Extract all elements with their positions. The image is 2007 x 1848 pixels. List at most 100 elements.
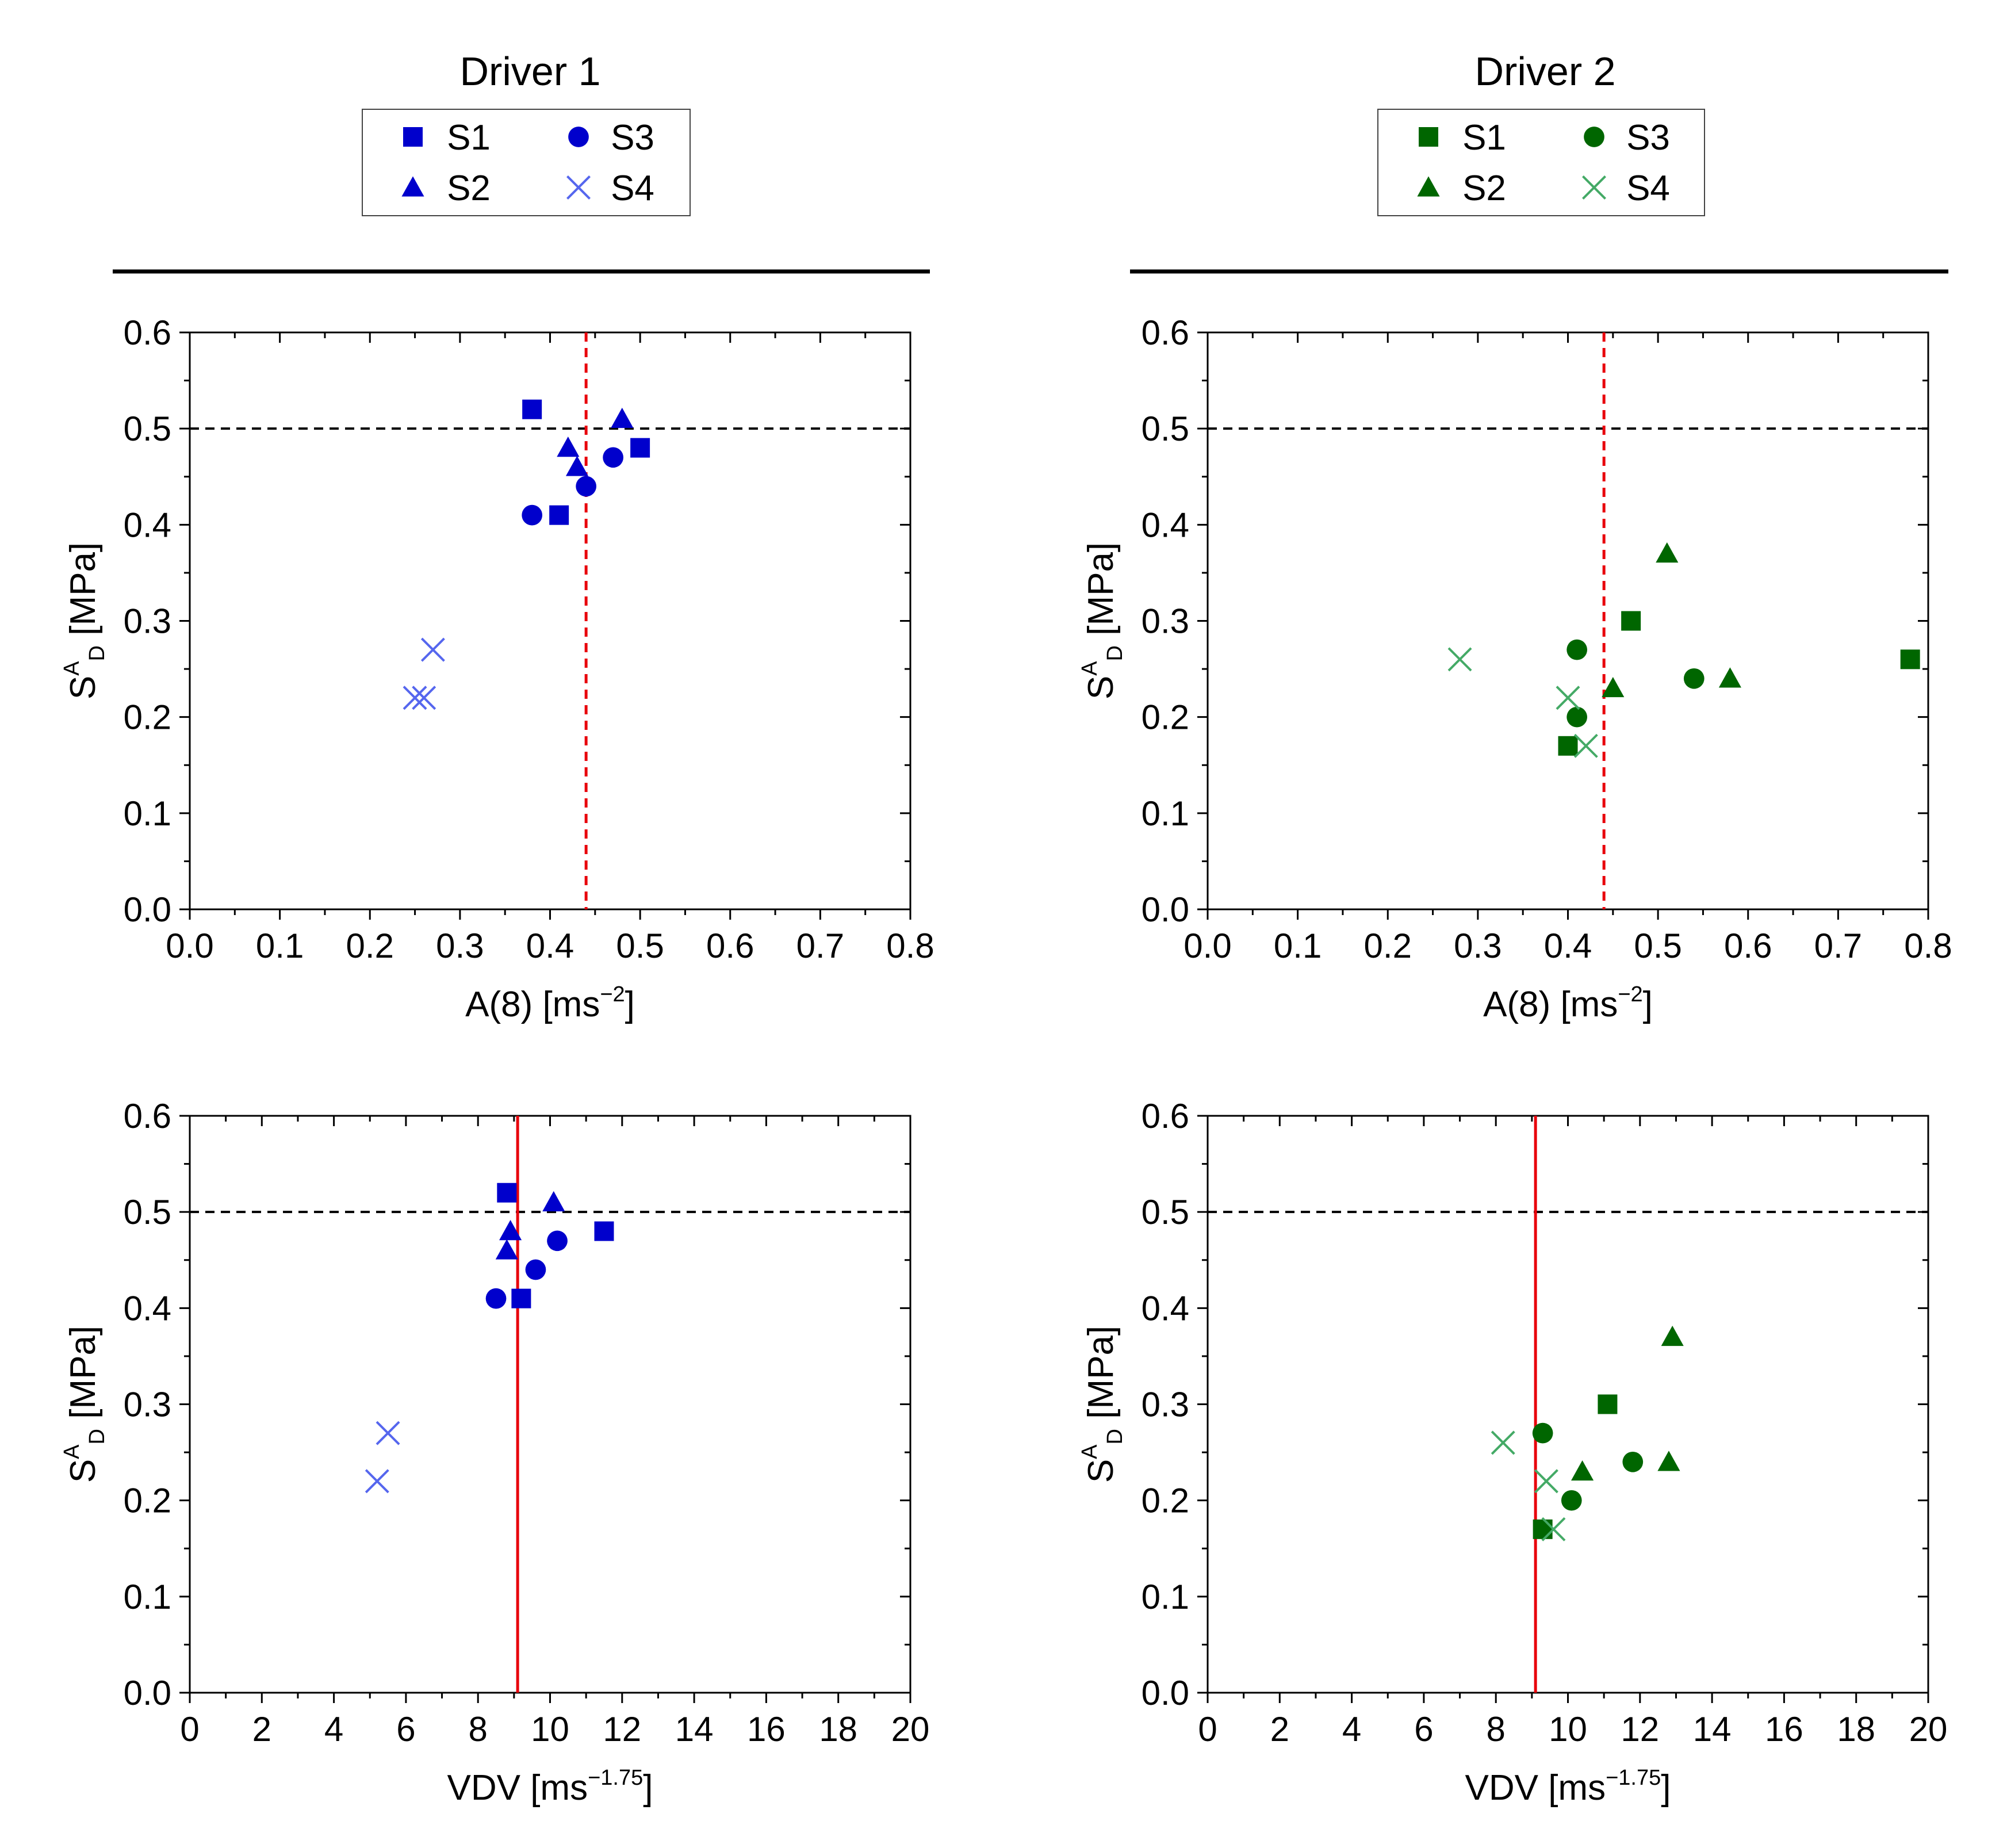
y-tick-label: 0.5 (124, 1193, 171, 1231)
data-point-s2 (542, 1191, 565, 1212)
data-point-s1 (1598, 1394, 1618, 1414)
y-tick-label: 0.0 (1142, 1674, 1189, 1712)
x-tick-label: 0.4 (1544, 927, 1592, 965)
data-point-s4-stroke (365, 1469, 389, 1494)
y-axis-label-part: D (85, 645, 109, 661)
y-tick-label: 0.0 (124, 1674, 171, 1712)
data-point-s4-stroke (376, 1421, 400, 1445)
x-axis-label-part: ] (643, 1768, 653, 1808)
x-axis-label-part: VDV [ms (1465, 1768, 1606, 1808)
data-point-s4 (1491, 1430, 1515, 1455)
x-axis-label-part: −1.75 (1606, 1766, 1661, 1790)
data-point-s2 (611, 407, 634, 428)
series-s3 (1532, 1422, 1644, 1511)
y-tick-label: 0.1 (1142, 1578, 1189, 1616)
y-tick-label: 0.3 (1142, 602, 1189, 641)
x-axis-label-part: A(8) [ms (1483, 985, 1618, 1024)
data-point-s2 (1718, 667, 1741, 688)
y-axis-label-part: A (60, 661, 84, 676)
y-tick-label: 0.3 (1142, 1386, 1189, 1424)
data-point-s4 (412, 686, 436, 710)
y-axis-label-part: D (85, 1429, 109, 1444)
y-axis-label-part: A (1078, 661, 1102, 676)
data-point-s4-stroke (1447, 647, 1472, 672)
data-point-s1 (594, 1221, 614, 1241)
data-point-s1 (497, 1183, 517, 1203)
data-point-s3 (1532, 1422, 1553, 1444)
data-point-s2 (1661, 1325, 1684, 1346)
y-axis-label: SAD [MPa] (1078, 542, 1127, 699)
legend-marker-x-stroke (1582, 175, 1606, 200)
x-tick-label: 12 (603, 1710, 641, 1748)
x-tick-label: 0 (1198, 1710, 1217, 1748)
data-point-s1 (1621, 611, 1641, 631)
legend-label: S4 (611, 169, 654, 208)
x-tick-label: 0.2 (346, 927, 394, 965)
x-axis-label-part: −1.75 (588, 1766, 643, 1790)
x-tick-label: 0.5 (1634, 927, 1682, 965)
y-axis-label-part: D (1103, 645, 1127, 661)
data-point-s4-stroke (420, 637, 445, 662)
y-tick-label: 0.4 (1142, 1289, 1189, 1327)
x-axis-label-part: ] (1643, 985, 1653, 1024)
y-tick-label: 0.1 (1142, 794, 1189, 833)
data-point-s1 (1533, 1519, 1553, 1539)
legend-marker-triangle (401, 176, 424, 197)
x-tick-label: 0.8 (1904, 927, 1952, 965)
y-axis-label-part: [MPa] (63, 542, 103, 645)
data-point-s2 (499, 1220, 522, 1241)
data-point-s3 (1683, 668, 1705, 689)
legend-marker-circle (568, 127, 589, 147)
legend: S1 S2 S3 S4 (1377, 109, 1705, 216)
x-axis-label-part: −2 (600, 982, 625, 1007)
legend-entry-s4: S4 (566, 169, 654, 208)
series-s4 (1447, 647, 1598, 758)
y-tick-label: 0.1 (124, 1578, 171, 1616)
data-point-s3 (522, 504, 543, 526)
data-point-s2 (557, 437, 580, 457)
x-tick-label: 0.0 (166, 927, 213, 965)
data-point-s4 (420, 637, 445, 662)
series-s1 (1558, 611, 1920, 756)
series-s1 (522, 399, 650, 525)
x-tick-label: 0.0 (1183, 927, 1231, 965)
data-point-s2 (565, 456, 589, 476)
x-tick-label: 0.3 (436, 927, 484, 965)
x-tick-label: 18 (819, 1710, 857, 1748)
series-s1 (1533, 1394, 1618, 1539)
legend-entry-s3: S3 (1584, 118, 1670, 158)
x-axis-label: A(8) [ms−2] (1483, 982, 1653, 1024)
y-axis-label-part: S (63, 1459, 103, 1483)
data-point-s4 (1447, 647, 1472, 672)
x-axis-label: VDV [ms−1.75] (1465, 1766, 1671, 1808)
y-axis-label-part: [MPa] (1081, 1326, 1121, 1429)
y-tick-label: 0.4 (124, 506, 171, 544)
x-tick-label: 20 (891, 1710, 930, 1748)
data-point-s4 (1541, 1517, 1566, 1541)
y-axis-label-part: S (63, 676, 103, 699)
column-header-2: Driver 2 S1 S2 S3 S4 (1130, 49, 1948, 274)
x-tick-label: 0.6 (706, 927, 754, 965)
data-point-s3 (1566, 639, 1588, 660)
x-tick-label: 10 (1549, 1710, 1587, 1748)
legend-label: S2 (447, 169, 491, 208)
chart-driver2-vdv: 0 2 4 6 8 10 12 14 16 18 20 0.0 0.1 0.2 0.3 0.4 0.5 0.6 SA… (1078, 1097, 1947, 1808)
y-tick-label: 0.5 (124, 410, 171, 448)
chart-driver1-vdv: 0 2 4 6 8 10 12 14 16 18 20 0.0 0.1 0.2 0.3 0.4 0.5 0.6 SA… (60, 1097, 929, 1808)
data-point-s4-stroke (412, 686, 436, 710)
x-tick-label: 4 (1342, 1710, 1361, 1748)
header-layer: Driver 1 S1 S2 S3 S4 Driver 2 S1 S2 S3 S4 (113, 49, 1948, 274)
charts-layer: 0.0 0.1 0.2 0.3 0.4 0.5 0.6 0.7 0.80.00.10.20.30… (60, 313, 1952, 1808)
x-axis-label-part: A(8) [ms (465, 985, 600, 1024)
data-point-s3 (485, 1288, 507, 1309)
data-point-s4-stroke (1534, 1469, 1558, 1494)
series-s1 (497, 1183, 614, 1308)
data-point-s3 (525, 1259, 546, 1280)
legend-entry-s2: S2 (1417, 169, 1506, 208)
x-axis-label-part: ] (625, 985, 635, 1024)
y-tick-label: 0.2 (1142, 698, 1189, 737)
legend-label: S2 (1462, 169, 1506, 208)
x-tick-label: 0.4 (526, 927, 574, 965)
legend-entry-s3: S3 (568, 118, 654, 158)
x-tick-label: 0.2 (1364, 927, 1412, 965)
